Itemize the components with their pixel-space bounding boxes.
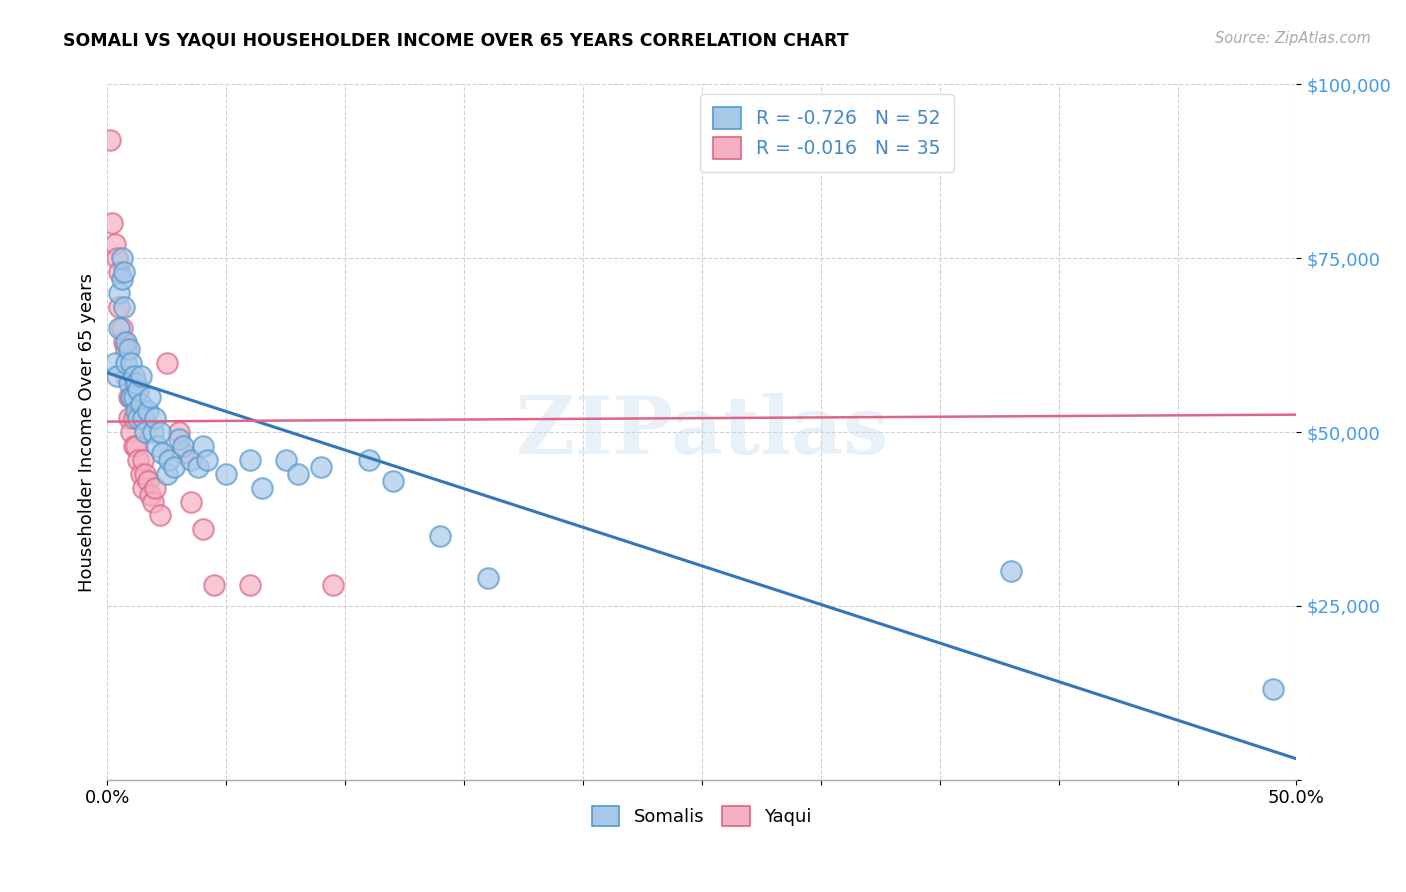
Point xyxy=(134,467,156,481)
Point xyxy=(191,522,214,536)
Point xyxy=(108,265,131,279)
Point xyxy=(149,508,172,523)
Point xyxy=(180,494,202,508)
Point xyxy=(167,432,190,446)
Point xyxy=(112,265,135,279)
Point xyxy=(146,439,169,453)
Point xyxy=(1000,564,1022,578)
Point xyxy=(139,487,162,501)
Point xyxy=(129,397,152,411)
Point xyxy=(477,571,499,585)
Point xyxy=(142,494,165,508)
Point xyxy=(103,237,125,252)
Point xyxy=(132,481,155,495)
Point xyxy=(163,459,186,474)
Point xyxy=(129,369,152,384)
Point xyxy=(274,453,297,467)
Point xyxy=(118,342,141,356)
Point xyxy=(136,474,159,488)
Text: ZIPatlas: ZIPatlas xyxy=(516,393,889,471)
Point xyxy=(215,467,238,481)
Point xyxy=(195,453,218,467)
Point xyxy=(108,300,131,314)
Point xyxy=(139,390,162,404)
Point xyxy=(157,453,180,467)
Point xyxy=(105,251,128,265)
Point xyxy=(122,411,145,425)
Point xyxy=(122,439,145,453)
Point xyxy=(202,578,225,592)
Point xyxy=(180,453,202,467)
Point xyxy=(239,578,262,592)
Point xyxy=(357,453,380,467)
Point xyxy=(143,481,166,495)
Point xyxy=(142,425,165,439)
Point xyxy=(136,404,159,418)
Point xyxy=(172,446,194,460)
Point xyxy=(125,404,148,418)
Point xyxy=(167,425,190,439)
Point xyxy=(150,446,173,460)
Point xyxy=(120,425,142,439)
Point xyxy=(115,355,138,369)
Point xyxy=(111,320,134,334)
Point xyxy=(127,453,149,467)
Text: SOMALI VS YAQUI HOUSEHOLDER INCOME OVER 65 YEARS CORRELATION CHART: SOMALI VS YAQUI HOUSEHOLDER INCOME OVER … xyxy=(63,31,849,49)
Point xyxy=(125,439,148,453)
Point xyxy=(108,320,131,334)
Point xyxy=(239,453,262,467)
Point xyxy=(105,369,128,384)
Point xyxy=(250,481,273,495)
Point xyxy=(172,439,194,453)
Y-axis label: Householder Income Over 65 years: Householder Income Over 65 years xyxy=(79,273,96,591)
Point xyxy=(118,390,141,404)
Point xyxy=(127,384,149,398)
Point xyxy=(108,285,131,300)
Legend: Somalis, Yaqui: Somalis, Yaqui xyxy=(585,799,818,833)
Point xyxy=(149,425,172,439)
Point xyxy=(118,376,141,391)
Point xyxy=(156,355,179,369)
Point xyxy=(287,467,309,481)
Point xyxy=(134,425,156,439)
Point xyxy=(115,334,138,349)
Point xyxy=(112,334,135,349)
Point xyxy=(156,467,179,481)
Point xyxy=(103,355,125,369)
Point xyxy=(120,390,142,404)
Point xyxy=(143,411,166,425)
Point xyxy=(1261,682,1284,697)
Point xyxy=(125,376,148,391)
Point xyxy=(122,390,145,404)
Point xyxy=(120,355,142,369)
Point xyxy=(111,272,134,286)
Point xyxy=(98,133,121,147)
Point xyxy=(120,390,142,404)
Point xyxy=(111,251,134,265)
Point xyxy=(127,411,149,425)
Point xyxy=(115,342,138,356)
Point xyxy=(429,529,451,543)
Point xyxy=(187,459,209,474)
Point xyxy=(191,439,214,453)
Point xyxy=(101,217,124,231)
Point xyxy=(129,467,152,481)
Text: Source: ZipAtlas.com: Source: ZipAtlas.com xyxy=(1215,31,1371,46)
Point xyxy=(112,300,135,314)
Point xyxy=(132,411,155,425)
Point xyxy=(381,474,404,488)
Point xyxy=(132,453,155,467)
Point xyxy=(115,369,138,384)
Point xyxy=(322,578,344,592)
Point xyxy=(118,411,141,425)
Point xyxy=(122,369,145,384)
Point xyxy=(311,459,333,474)
